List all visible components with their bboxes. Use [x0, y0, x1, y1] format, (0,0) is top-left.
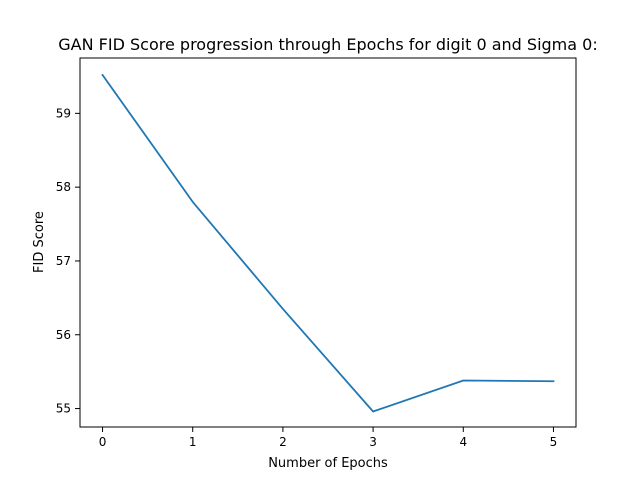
y-tick-label: 59	[56, 106, 71, 120]
chart-title: GAN FID Score progression through Epochs…	[58, 35, 597, 54]
y-tick-label: 58	[56, 180, 71, 194]
plot-frame	[79, 57, 577, 428]
x-tick-label: 3	[369, 435, 377, 449]
x-tick-label: 1	[189, 435, 197, 449]
y-tick-label: 56	[56, 328, 71, 342]
x-axis-label: Number of Epochs	[268, 456, 388, 471]
x-tick-label: 4	[459, 435, 467, 449]
y-axis-label: FID Score	[32, 211, 47, 273]
y-tick-label: 57	[56, 254, 71, 268]
marks-layer	[101, 73, 555, 413]
x-tick-label: 2	[279, 435, 287, 449]
series-line	[101, 73, 555, 413]
x-tick-label: 5	[550, 435, 558, 449]
y-tick-label: 55	[56, 402, 71, 416]
x-tick-label: 0	[99, 435, 107, 449]
